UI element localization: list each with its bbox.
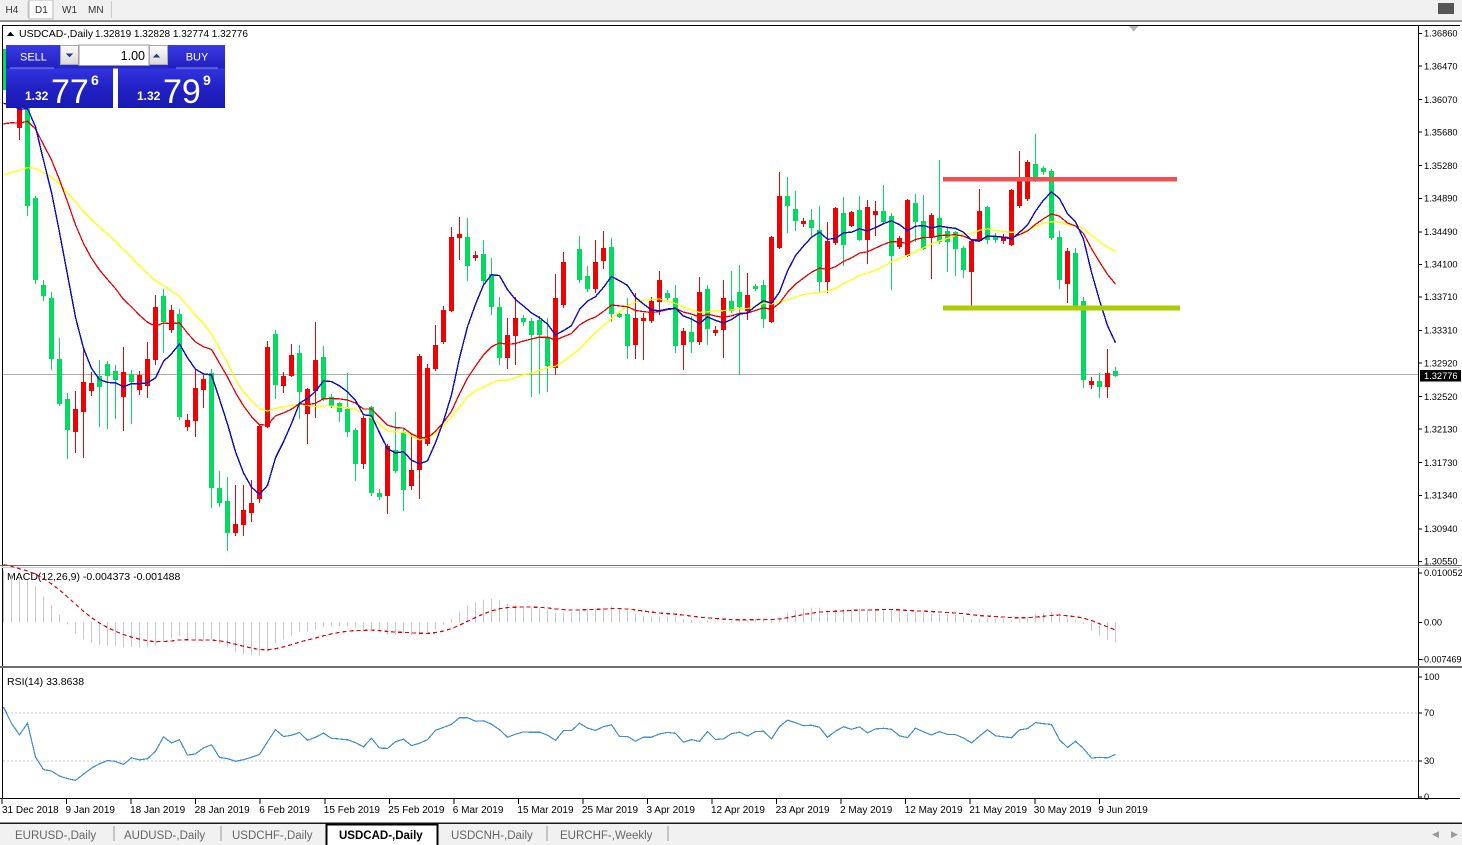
svg-text:9 Jan 2019: 9 Jan 2019 [66, 805, 116, 816]
svg-text:1.31730: 1.31730 [1424, 458, 1458, 468]
svg-text:EURCHF-,Weekly: EURCHF-,Weekly [560, 830, 653, 842]
svg-text:1.31340: 1.31340 [1424, 491, 1458, 501]
svg-text:25 Feb 2019: 25 Feb 2019 [388, 805, 445, 816]
svg-text:AUDUSD-,Daily: AUDUSD-,Daily [124, 830, 205, 842]
svg-text:1.32920: 1.32920 [1424, 358, 1458, 368]
svg-text:USDCAD-,Daily: USDCAD-,Daily [19, 28, 94, 40]
svg-text:15 Mar 2019: 15 Mar 2019 [517, 805, 574, 816]
svg-text:1.36860: 1.36860 [1424, 29, 1458, 39]
svg-text:70: 70 [1424, 708, 1434, 718]
svg-text:15 Feb 2019: 15 Feb 2019 [324, 805, 381, 816]
svg-text:BUY: BUY [186, 52, 209, 64]
svg-text:▶: ▶ [1451, 829, 1458, 839]
svg-text:12 Apr 2019: 12 Apr 2019 [711, 805, 765, 816]
svg-text:D1: D1 [35, 5, 48, 16]
svg-text:1.32819 1.32828 1.32774 1.3277: 1.32819 1.32828 1.32774 1.32776 [95, 29, 248, 40]
svg-text:9: 9 [203, 72, 211, 88]
svg-text:-0.007469: -0.007469 [1421, 655, 1462, 665]
svg-text:0.00: 0.00 [1424, 618, 1442, 628]
svg-text:1.36070: 1.36070 [1424, 95, 1458, 105]
svg-text:1.32520: 1.32520 [1424, 392, 1458, 402]
svg-text:79: 79 [163, 73, 201, 111]
svg-text:1.34100: 1.34100 [1424, 260, 1458, 270]
svg-text:1.35680: 1.35680 [1424, 127, 1458, 137]
svg-text:1.34890: 1.34890 [1424, 194, 1458, 204]
svg-text:MACD(12,26,9) -0.004373 -0.001: MACD(12,26,9) -0.004373 -0.001488 [7, 571, 181, 583]
svg-text:1.33710: 1.33710 [1424, 292, 1458, 302]
svg-text:SELL: SELL [20, 52, 47, 64]
svg-text:0: 0 [1424, 792, 1429, 802]
svg-text:1.32: 1.32 [25, 89, 49, 103]
svg-text:1.34490: 1.34490 [1424, 227, 1458, 237]
svg-text:MN: MN [88, 5, 104, 16]
svg-text:31 Dec 2018: 31 Dec 2018 [2, 805, 59, 816]
svg-text:1.36470: 1.36470 [1424, 61, 1458, 71]
svg-text:1.00: 1.00 [121, 49, 145, 63]
svg-text:1.30550: 1.30550 [1424, 557, 1458, 567]
svg-text:30: 30 [1424, 756, 1434, 766]
svg-text:1.30940: 1.30940 [1424, 524, 1458, 534]
svg-text:1.32: 1.32 [137, 89, 161, 103]
svg-text:30 May 2019: 30 May 2019 [1034, 805, 1092, 816]
svg-text:H4: H4 [6, 5, 19, 16]
svg-text:3 Apr 2019: 3 Apr 2019 [647, 805, 696, 816]
svg-text:25 Mar 2019: 25 Mar 2019 [582, 805, 639, 816]
svg-text:6: 6 [91, 72, 99, 88]
svg-text:12 May 2019: 12 May 2019 [905, 805, 963, 816]
svg-text:1.32130: 1.32130 [1424, 424, 1458, 434]
svg-text:RSI(14) 33.8638: RSI(14) 33.8638 [7, 676, 84, 688]
svg-text:6 Feb 2019: 6 Feb 2019 [259, 805, 310, 816]
svg-text:18 Jan 2019: 18 Jan 2019 [130, 805, 185, 816]
svg-text:2 May 2019: 2 May 2019 [840, 805, 893, 816]
svg-text:1.32776: 1.32776 [1424, 371, 1458, 381]
svg-text:100: 100 [1424, 672, 1440, 682]
svg-text:USDCAD-,Daily: USDCAD-,Daily [339, 830, 423, 842]
svg-text:6 Mar 2019: 6 Mar 2019 [453, 805, 504, 816]
svg-text:W1: W1 [62, 5, 77, 16]
svg-text:USDCNH-,Daily: USDCNH-,Daily [451, 830, 533, 842]
svg-text:21 May 2019: 21 May 2019 [969, 805, 1027, 816]
svg-text:9 Jun 2019: 9 Jun 2019 [1098, 805, 1148, 816]
svg-text:◀: ◀ [1432, 829, 1439, 839]
svg-text:1.33310: 1.33310 [1424, 326, 1458, 336]
svg-text:23 Apr 2019: 23 Apr 2019 [776, 805, 830, 816]
svg-text:77: 77 [51, 73, 89, 111]
svg-text:1.35280: 1.35280 [1424, 161, 1458, 171]
svg-text:USDCHF-,Daily: USDCHF-,Daily [232, 830, 313, 842]
svg-text:EURUSD-,Daily: EURUSD-,Daily [15, 830, 96, 842]
svg-text:0.010052: 0.010052 [1424, 568, 1462, 578]
svg-text:28 Jan 2019: 28 Jan 2019 [195, 805, 250, 816]
